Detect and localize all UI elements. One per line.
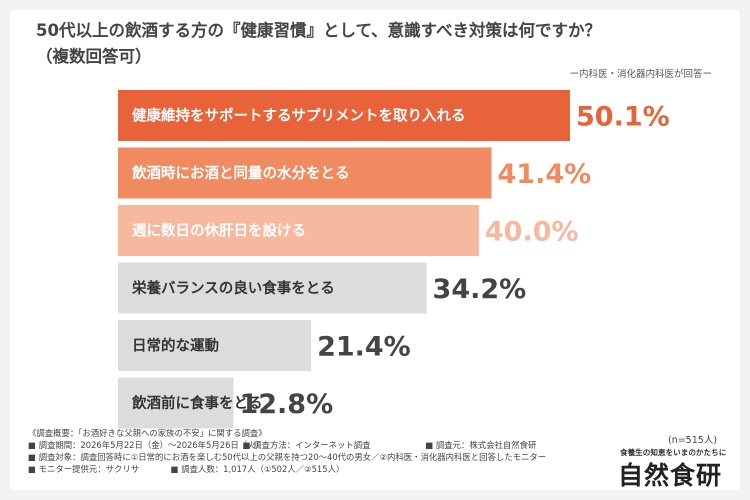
- value-label: 40.0%: [485, 217, 579, 248]
- respondent-note: ー内科医・消化器内科医が回答ー: [569, 69, 712, 80]
- bar-chart: 健康維持をサポートするサプリメントを取り入れる 50.1% 飲酒時にお酒と同量の水分…: [118, 90, 670, 429]
- bar: [118, 320, 312, 371]
- brand-logo: 自然食研: [618, 461, 723, 490]
- bar: [118, 147, 492, 199]
- bar-group: 日常的な運動 21.4%: [118, 320, 411, 371]
- bar-group: 健康維持をサポートするサプリメントを取り入れる 50.1%: [118, 90, 670, 141]
- bar: [118, 262, 427, 314]
- sample-size: (n=515人): [668, 435, 718, 446]
- title-subtitle: （複数回答可）: [36, 47, 152, 66]
- survey-footnote: 《調査概要：「お酒好きな父親への家族の不安」に関する調査》 ■ 調査期間：202…: [28, 427, 618, 475]
- bar-group: 飲酒時にお酒と同量の水分をとる 41.4%: [118, 147, 592, 199]
- footnote-text: ■ 調査期間：2026年5月22日（金）〜2026年5月26日（火）: [28, 440, 264, 450]
- title-main: 50代以上の飲酒する方の『健康習慣』として、意識すべき対策は何ですか？: [36, 21, 601, 40]
- value-label: 12.8%: [239, 389, 333, 420]
- chart-title: 50代以上の飲酒する方の『健康習慣』として、意識すべき対策は何ですか？ （複数回…: [36, 18, 726, 70]
- category-label: 日常的な運動: [132, 337, 219, 355]
- footnote-line: ■ 調査対象：調査回答時に①日常的にお酒を楽しむ50代以上の父親を持つ20〜40…: [28, 451, 618, 463]
- footnote-line: 《調査概要：「お酒好きな父親への家族の不安」に関する調査》: [28, 427, 618, 439]
- category-label: 栄養バランスの良い食事をとる: [131, 279, 335, 297]
- brand-tagline: 食養生の知恵をいまのかたちに: [620, 448, 727, 457]
- footnote-text: ■ 調査元：株式会社自然食研: [425, 440, 537, 450]
- value-label: 50.1%: [576, 102, 670, 133]
- category-label: 健康維持をサポートするサプリメントを取り入れる: [132, 107, 466, 125]
- bar-group: 週に数日の休肝日を設ける 40.0%: [118, 205, 579, 256]
- category-label: 飲酒時にお酒と同量の水分をとる: [131, 164, 350, 182]
- footnote-line: ■ モニター提供元：サクリサ ■ 調査人数：1,017人（①502人／②515人…: [28, 463, 618, 475]
- footnote-text: ■ 調査対象：調査回答時に①日常的にお酒を楽しむ50代以上の父親を持つ20〜40…: [28, 452, 547, 462]
- bar: [118, 90, 570, 141]
- bar: [118, 205, 479, 256]
- bar-group: 栄養バランスの良い食事をとる 34.2%: [118, 262, 527, 314]
- footnote-text: ■ 調査方法：インターネット調査: [242, 440, 371, 450]
- value-label: 21.4%: [317, 332, 411, 363]
- bar: [118, 377, 234, 429]
- footnote-text: 《調査概要：「お酒好きな父親への家族の不安」に関する調査》: [28, 428, 267, 438]
- value-label: 34.2%: [433, 274, 527, 305]
- footnote-text: ■ モニター提供元：サクリサ: [28, 464, 140, 474]
- footnote-text: ■ 調査人数：1,017人（①502人／②515人）: [170, 464, 345, 474]
- category-label: 飲酒前に食事をとる: [131, 394, 263, 412]
- category-label: 週に数日の休肝日を設ける: [132, 222, 306, 240]
- footnote-line: ■ 調査期間：2026年5月22日（金）〜2026年5月26日（火） ■ 調査方…: [28, 439, 618, 451]
- value-label: 41.4%: [498, 159, 592, 190]
